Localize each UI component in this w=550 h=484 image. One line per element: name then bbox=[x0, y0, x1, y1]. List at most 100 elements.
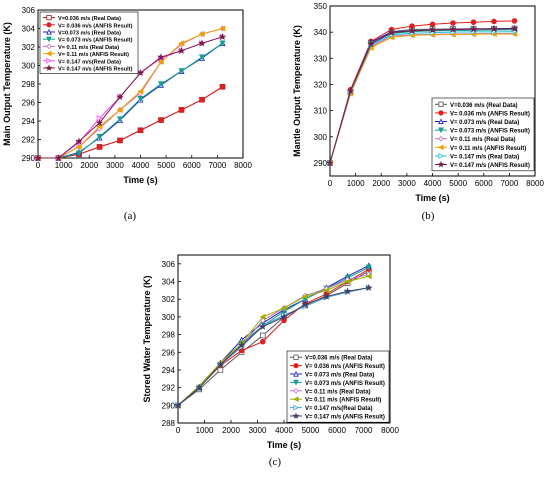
y-tick-label: 300 bbox=[162, 313, 176, 322]
series-line bbox=[38, 36, 223, 159]
legend-marker bbox=[438, 118, 444, 125]
legend-label: V=0.036 m/s (Real Data) bbox=[450, 103, 518, 109]
data-point bbox=[117, 137, 123, 144]
y-tick-label: 310 bbox=[314, 107, 328, 116]
data-point bbox=[219, 25, 226, 32]
data-point bbox=[96, 144, 103, 150]
y-axis-label: Main Output Temperature (K) bbox=[2, 22, 12, 146]
data-point bbox=[301, 300, 309, 308]
data-point bbox=[54, 154, 63, 162]
series-line bbox=[329, 31, 515, 164]
x-tick-label: 2000 bbox=[80, 161, 98, 170]
legend-marker bbox=[45, 64, 53, 71]
legend-marker bbox=[46, 57, 53, 64]
y-axis-label: Mantle Output Temperature (K) bbox=[292, 25, 302, 157]
legend-label: V= 0.073 m/s (ANFIS Result) bbox=[305, 381, 385, 387]
data-point bbox=[218, 32, 227, 40]
legend-marker bbox=[46, 14, 52, 21]
legend-label: V= 0.147 m/s (ANFIS Result) bbox=[58, 67, 133, 73]
legend-marker bbox=[438, 153, 445, 159]
y-tick-label: 304 bbox=[162, 278, 176, 287]
legend-marker bbox=[438, 101, 444, 107]
y-tick-label: 290 bbox=[162, 401, 176, 410]
series-line bbox=[177, 270, 370, 406]
legend-label: V= 0.11 m/s (ANFIS Result) bbox=[305, 398, 381, 404]
chart-panel-c: 0 1000 2000 3000 4000 5000 6000 7000 8000 288 290 2… bbox=[140, 245, 415, 450]
y-tick-label: 292 bbox=[22, 136, 36, 145]
legend-label: V=0.073 m/s (Real Data) bbox=[58, 31, 121, 37]
y-axis-label: Stored Water Temperature (K) bbox=[142, 275, 152, 402]
legend-marker bbox=[438, 135, 444, 142]
data-point bbox=[75, 150, 83, 157]
data-point bbox=[75, 143, 82, 150]
legend-label: V= 0.11 m/s (Real Data) bbox=[450, 137, 516, 143]
data-point bbox=[387, 28, 396, 36]
legend-label: V= 0.11 m/s (Real Data) bbox=[305, 389, 371, 395]
data-point bbox=[326, 159, 334, 167]
series-a-1 bbox=[35, 83, 226, 161]
legend-label: V= 0.073 m/s (Real Data) bbox=[305, 373, 374, 379]
chart-panel-a: 0 1000 2000 3000 4000 5000 6000 7000 8000 290 292 2… bbox=[0, 0, 270, 205]
caption-a: (a) bbox=[123, 210, 137, 222]
x-tick-label: 0 bbox=[36, 161, 41, 170]
y-tick-label: 288 bbox=[162, 419, 176, 428]
x-tick-label: 2000 bbox=[222, 426, 240, 435]
chart-c-svg: 0 1000 2000 3000 4000 5000 6000 7000 8000 288 290 2… bbox=[142, 254, 399, 450]
legend-marker bbox=[46, 36, 52, 43]
x-tick-label: 3000 bbox=[249, 426, 267, 435]
data-point bbox=[260, 332, 266, 339]
legend-marker bbox=[293, 354, 299, 360]
legend-label: V= 0.147 m/s(Real Data) bbox=[58, 59, 121, 65]
y-tick-label: 290 bbox=[22, 154, 36, 163]
data-point bbox=[157, 81, 165, 88]
y-tick-label: 292 bbox=[162, 384, 176, 393]
series-line bbox=[177, 287, 369, 406]
data-point bbox=[75, 137, 83, 145]
series-line bbox=[329, 33, 515, 164]
legend-label: V= 0.073 m/s (Real Data) bbox=[450, 120, 519, 126]
data-point bbox=[34, 154, 42, 162]
data-point bbox=[198, 54, 206, 61]
data-point bbox=[137, 96, 144, 103]
y-tick-label: 306 bbox=[162, 260, 176, 269]
x-tick-label: 1000 bbox=[347, 179, 365, 188]
caption-c: (c) bbox=[268, 456, 282, 468]
series-a-2 bbox=[35, 83, 226, 161]
series-line bbox=[177, 273, 369, 406]
data-point bbox=[323, 287, 330, 294]
chart-a-svg: 0 1000 2000 3000 4000 5000 6000 7000 8000 290 292 2… bbox=[2, 6, 252, 185]
data-point bbox=[157, 58, 164, 65]
x-axis-label: Time (s) bbox=[267, 440, 301, 450]
x-axis-label: Time (s) bbox=[123, 175, 157, 185]
x-tick-label: 1000 bbox=[196, 426, 214, 435]
y-tick-label: 350 bbox=[314, 2, 328, 11]
x-tick-label: 4000 bbox=[424, 179, 442, 188]
y-tick-label: 300 bbox=[314, 133, 328, 142]
series-line bbox=[329, 28, 515, 164]
x-tick-label: 8000 bbox=[234, 161, 252, 170]
legend-marker bbox=[46, 43, 52, 50]
y-tick-label: 296 bbox=[22, 99, 36, 108]
legend-label: V= 0.036 m/s (ANFIS Result) bbox=[305, 364, 385, 370]
x-tick-label: 7000 bbox=[208, 161, 226, 170]
legend-b: V=0.036 m/s (Real Data) V= 0.036 m/s (ANF… bbox=[431, 97, 535, 172]
legend-label: V= 0.073 m/s (ANFIS Result) bbox=[450, 129, 530, 135]
y-tick-label: 306 bbox=[22, 6, 36, 15]
data-point bbox=[301, 293, 309, 300]
data-point bbox=[137, 88, 144, 95]
data-point bbox=[490, 25, 498, 33]
data-point bbox=[116, 93, 124, 101]
data-point bbox=[178, 40, 185, 47]
legend-marker bbox=[293, 388, 299, 394]
data-point bbox=[449, 25, 457, 33]
data-point bbox=[365, 264, 372, 271]
legend-label: V= 0.147 m/s (Real Data) bbox=[450, 154, 519, 160]
data-point bbox=[469, 25, 478, 33]
data-point bbox=[95, 119, 104, 126]
caption-b: (b) bbox=[421, 210, 435, 222]
legend-label: V=0.036 m/s (Real Data) bbox=[58, 16, 121, 22]
series-c-8 bbox=[174, 283, 373, 409]
data-point bbox=[511, 18, 518, 24]
legend-marker bbox=[293, 404, 300, 411]
x-tick-label: 3000 bbox=[106, 161, 124, 170]
